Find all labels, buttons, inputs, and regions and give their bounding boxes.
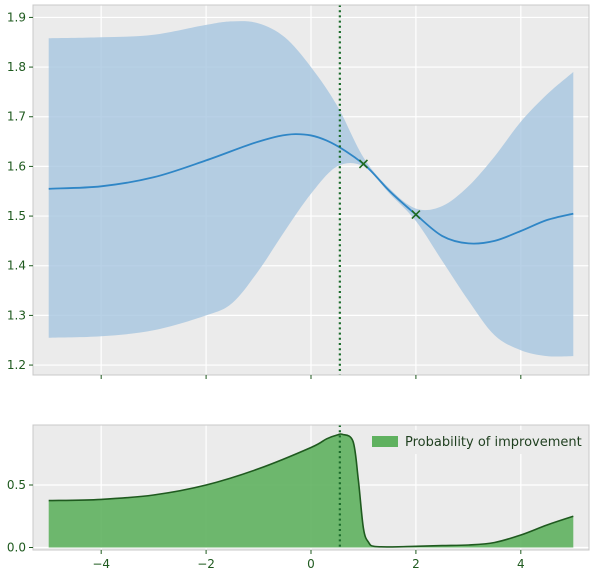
bottom-xtick-label-1: −2 <box>197 557 215 571</box>
observation-point-0 <box>358 159 369 169</box>
top-ytick-label-4: 1.6 <box>7 159 26 173</box>
bottom-xtick-label-3: 2 <box>412 557 420 571</box>
bottom-axis-ticks: 0.0 0.5 −4 −2 0 2 4 <box>7 478 525 571</box>
top-ytick-label-0: 1.2 <box>7 358 26 372</box>
top-ytick-label-6: 1.8 <box>7 60 26 74</box>
probability-of-improvement-area <box>48 433 574 548</box>
bottom-xtick-label-2: 0 <box>307 557 315 571</box>
gp-posterior-panel: 1.2 1.3 1.4 1.5 1.6 1.7 1.8 1.9 <box>7 4 590 379</box>
top-axis-ticks: 1.2 1.3 1.4 1.5 1.6 1.7 1.8 1.9 <box>7 10 522 379</box>
legend: Probability of improvement <box>366 430 584 454</box>
mean-line <box>48 133 574 245</box>
legend-label: Probability of improvement <box>405 435 582 450</box>
observation-point-1 <box>411 210 421 220</box>
bottom-ytick-label-1: 0.5 <box>7 478 26 492</box>
top-ytick-label-5: 1.7 <box>7 110 26 124</box>
bottom-xtick-label-0: −4 <box>92 557 110 571</box>
probability-of-improvement-line <box>48 433 574 548</box>
top-ytick-label-1: 1.3 <box>7 308 26 322</box>
confidence-band <box>48 21 574 357</box>
legend-box <box>366 430 584 454</box>
observations <box>358 159 421 220</box>
legend-swatch <box>372 436 398 447</box>
top-ytick-label-2: 1.4 <box>7 259 26 273</box>
acquisition-panel: 0.0 0.5 −4 −2 0 2 4 Probability of improvement <box>7 424 590 571</box>
top-ytick-label-7: 1.9 <box>7 10 26 24</box>
bottom-ytick-label-0: 0.0 <box>7 541 26 555</box>
top-ytick-label-3: 1.5 <box>7 209 26 223</box>
bottom-xtick-label-4: 4 <box>517 557 525 571</box>
